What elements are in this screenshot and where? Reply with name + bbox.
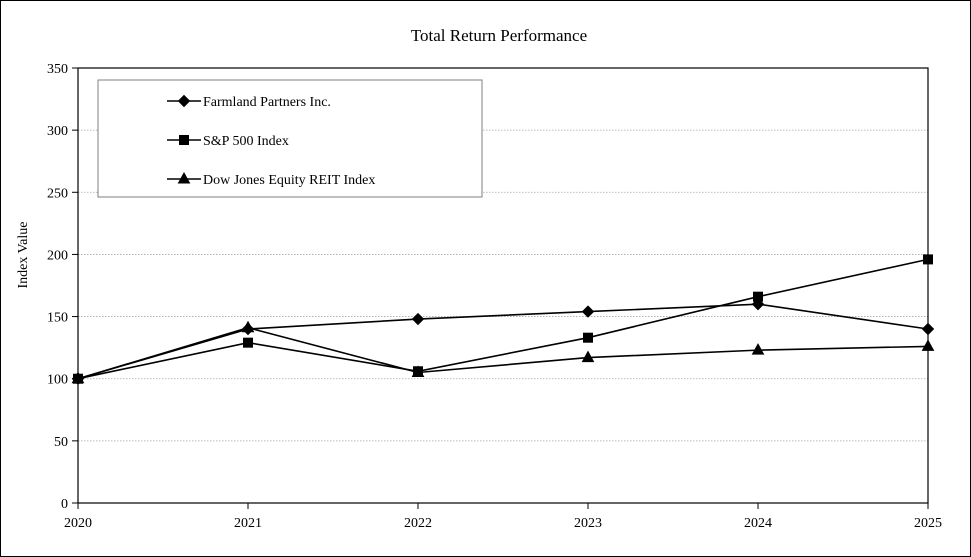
data-point-square [753,291,763,302]
data-point-triangle [751,343,765,355]
series-triangle [71,320,935,384]
x-tick-label: 2025 [914,516,942,531]
axis-ticks: 0 50 100 150 200 250 300 350 2020 2021 2022 2023 202… [47,62,942,531]
legend-item: Farmland Partners Inc. [167,94,331,110]
series-group [71,254,935,385]
y-tick-label: 250 [47,186,68,201]
data-point-square [923,254,933,265]
legend-label: Farmland Partners Inc. [203,95,331,110]
y-tick-label: 300 [47,124,68,139]
data-point-triangle [241,320,255,333]
y-tick-label: 150 [47,311,68,326]
chart-title: Total Return Performance [411,26,587,45]
x-tick-label: 2024 [744,516,772,531]
y-tick-label: 200 [47,248,68,263]
series-line [77,326,929,380]
legend: Farmland Partners Inc. S&P 500 Index Dow J… [97,79,483,198]
x-tick-label: 2022 [404,516,432,531]
plot-area [77,67,929,504]
data-point-square [583,332,593,343]
legend-items: Farmland Partners Inc. S&P 500 Index Dow J… [167,94,375,188]
y-axis-title: Index Value [16,222,31,289]
legend-label: S&P 500 Index [203,134,289,149]
x-tick-label: 2020 [64,516,92,531]
data-point-triangle [71,371,85,384]
data-point-square [243,337,253,348]
series-square [73,254,933,384]
legend-marker-triangle [177,171,191,184]
data-point-diamond [921,322,935,336]
data-point-triangle [581,350,595,363]
y-tick-label: 100 [47,373,68,388]
x-tick-label: 2021 [234,516,262,531]
y-tick-label: 50 [54,435,68,450]
legend-marker-square [179,135,189,145]
x-tick-label: 2023 [574,516,602,531]
legend-marker-diamond [177,94,191,108]
data-point-diamond [581,305,595,318]
series-line [77,258,929,380]
series-line [77,303,929,380]
legend-item: Dow Jones Equity REIT Index [167,171,375,188]
data-point-diamond [411,312,425,326]
legend-item: S&P 500 Index [167,134,289,149]
y-tick-label: 350 [47,62,68,77]
legend-box [97,79,483,198]
legend-label: Dow Jones Equity REIT Index [203,173,375,188]
data-point-triangle [921,339,935,351]
y-tick-label: 0 [61,497,68,512]
data-point-triangle [411,365,425,377]
